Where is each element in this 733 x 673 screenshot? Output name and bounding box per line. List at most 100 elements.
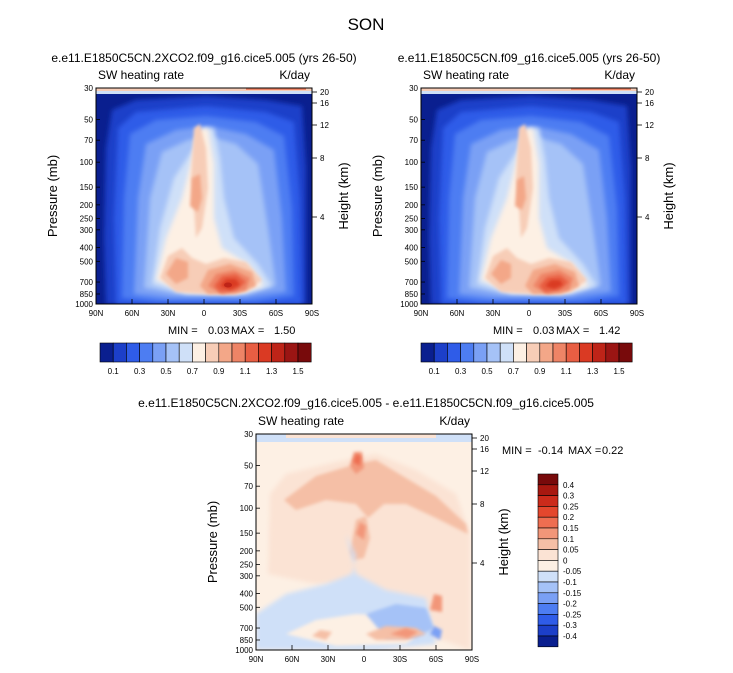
right-label: K/day [604, 68, 635, 82]
y-tick-label: 850 [80, 290, 94, 299]
x-tick-label: 30S [233, 309, 247, 318]
colorbar-swatch [513, 342, 527, 363]
min-label: MIN = [168, 325, 198, 337]
diff-level-0.15b [356, 522, 366, 540]
min-value: 0.03 [533, 325, 554, 337]
contour-field [96, 88, 312, 304]
colorbar-swatch [537, 592, 559, 604]
colorbar-swatch [447, 342, 461, 363]
contour-level-1.3 [545, 280, 563, 289]
colorbar-swatch [244, 342, 259, 363]
colorbar-label: 0.7 [187, 367, 199, 376]
y-tick-label: 500 [80, 257, 94, 266]
colorbar-swatch [539, 342, 554, 363]
y-tick-label: 300 [405, 226, 419, 235]
y-tick-label: 70 [244, 482, 253, 491]
y-tick-label: 150 [405, 183, 419, 192]
colorbar-swatch [526, 342, 541, 363]
x-tick-label: 60N [450, 309, 465, 318]
y2-tick-label: 8 [480, 500, 485, 509]
colorbar-label: 0.3 [563, 492, 575, 501]
colorbar-swatch [537, 484, 559, 496]
colorbar-swatch [618, 342, 633, 363]
y-tick-label: 300 [80, 226, 94, 235]
y-axis-right: 20 16 12 8 4 [472, 434, 489, 568]
y2-tick-label: 16 [480, 445, 489, 454]
y-tick-label: 500 [405, 257, 419, 266]
x-tick-label: 90N [89, 309, 104, 318]
colorbar-label: -0.4 [563, 632, 577, 641]
y-axis-right: 20 16 12 8 4 [637, 88, 654, 222]
colorbar-label: -0.2 [563, 600, 577, 609]
colorbar-swatch [178, 342, 193, 363]
colorbar-label: 0.9 [213, 367, 225, 376]
colorbar-swatch [205, 342, 220, 363]
left-label: SW heating rate [423, 68, 509, 82]
x-tick-label: 60N [125, 309, 140, 318]
x-tick-label: 0 [362, 655, 367, 664]
y-tick-label: 100 [405, 158, 419, 167]
colorbar-swatch [552, 342, 567, 363]
y-tick-label: 850 [240, 636, 254, 645]
max-label: MAX = [231, 325, 264, 337]
y2-tick-label: 12 [480, 467, 489, 476]
colorbar-label: 0.4 [563, 481, 575, 490]
panel-2xco2: e.e11.E1850C5CN.2XCO2.f09_g16.cice5.005 … [45, 51, 357, 337]
colorbar-label: 0.3 [455, 367, 467, 376]
diff-panel-title: e.e11.E1850C5CN.2XCO2.f09_g16.cice5.005 … [138, 396, 594, 410]
x-axis: 90N 60N 30N 0 30S 60S 90S [414, 299, 644, 318]
colorbar-swatch [537, 635, 559, 648]
colorbar-swatch [565, 342, 580, 363]
y-tick-label: 30 [409, 84, 418, 93]
diff-level-0.1d [312, 630, 332, 640]
x-tick-label: 30N [486, 309, 501, 318]
colorbar-swatch [126, 342, 140, 363]
x-tick-label: 0 [202, 309, 207, 318]
colorbar-swatch [139, 342, 154, 363]
x-tick-label: 90N [414, 309, 429, 318]
colorbar-swatch [271, 342, 286, 363]
y2-tick-label: 12 [645, 121, 654, 130]
panel-control: e.e11.E1850C5CN.f09_g16.cice5.005 (yrs 2… [370, 51, 676, 337]
y-tick-label: 50 [244, 461, 253, 470]
colorbar-swatch [592, 342, 607, 363]
colorbar-swatch [152, 342, 167, 363]
colorbar-swatch [605, 342, 620, 363]
y2-tick-label: 8 [645, 154, 650, 163]
colorbar-label: 0.7 [508, 367, 520, 376]
y-tick-label: 50 [84, 115, 93, 124]
y-tick-label: 200 [405, 201, 419, 210]
min-label: MIN = [493, 325, 523, 337]
colorbar-swatch [192, 342, 206, 363]
colorbar-left: 0.1 0.3 0.5 0.7 0.9 1.1 1.3 1.5 [99, 342, 312, 376]
colorbar-label: 0.2 [563, 513, 575, 522]
y-axis-label: Pressure (mb) [205, 501, 220, 583]
min-value: 0.03 [208, 325, 229, 337]
colorbar-swatch [231, 342, 246, 363]
colorbar-swatch [297, 342, 312, 363]
colorbar-label: 1.5 [292, 367, 304, 376]
y-tick-label: 500 [240, 603, 254, 612]
colorbar-swatch [537, 473, 559, 486]
x-tick-label: 60S [429, 655, 443, 664]
x-tick-label: 60S [594, 309, 608, 318]
diff-level-0.15c [390, 628, 418, 638]
y-tick-label: 700 [80, 278, 94, 287]
y-axis-label: Pressure (mb) [370, 155, 385, 237]
diff-level-0.15d [430, 594, 442, 612]
colorbar-label: -0.3 [563, 621, 577, 630]
y-tick-label: 100 [80, 158, 94, 167]
y2-tick-label: 12 [320, 121, 329, 130]
colorbar-label: 0.5 [160, 367, 172, 376]
y-tick-label: 1000 [400, 300, 418, 309]
colorbar-label: 0.3 [134, 367, 146, 376]
y2-tick-label: 4 [645, 213, 650, 222]
right-label: K/day [439, 414, 470, 428]
y-tick-label: 100 [240, 504, 254, 513]
panel-title: e.e11.E1850C5CN.2XCO2.f09_g16.cice5.005 … [51, 51, 356, 65]
colorbar-swatch [473, 342, 488, 363]
colorbar-label: 0.9 [534, 367, 546, 376]
x-tick-label: 90N [249, 655, 264, 664]
y-tick-label: 400 [240, 590, 254, 599]
contour-level-0.9 [516, 124, 533, 238]
